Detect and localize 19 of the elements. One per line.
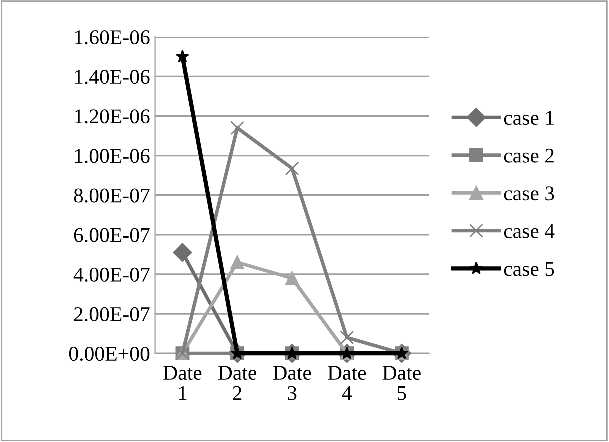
x-tick-label: Date 4 bbox=[328, 366, 366, 400]
legend-label: case 3 bbox=[504, 186, 554, 201]
y-tick-label: 1.00E-06 bbox=[75, 149, 150, 164]
y-tick-label: 0.00E+00 bbox=[69, 346, 150, 362]
y-tick-label: 8.00E-07 bbox=[74, 188, 150, 203]
y-tick-label: 6.00E-07 bbox=[74, 228, 150, 242]
x-tick-label: Date 2 bbox=[218, 366, 256, 400]
legend-label: case 1 bbox=[504, 111, 554, 126]
x-tick-label: Date 3 bbox=[273, 366, 312, 400]
y-tick-label: 1.60E-06 bbox=[75, 30, 150, 45]
x-tick-label: Date 1 bbox=[164, 366, 202, 400]
y-tick-label: 2.00E-07 bbox=[74, 307, 150, 322]
legend-label: case 4 bbox=[504, 224, 555, 238]
y-tick-label: 4.00E-07 bbox=[74, 268, 150, 282]
y-tick-label: 1.40E-06 bbox=[75, 70, 150, 84]
legend-label: case 5 bbox=[504, 262, 554, 276]
y-tick-label: 1.20E-06 bbox=[75, 110, 150, 124]
x-tick-label: Date 5 bbox=[382, 366, 421, 400]
legend-label: case 2 bbox=[504, 148, 554, 163]
